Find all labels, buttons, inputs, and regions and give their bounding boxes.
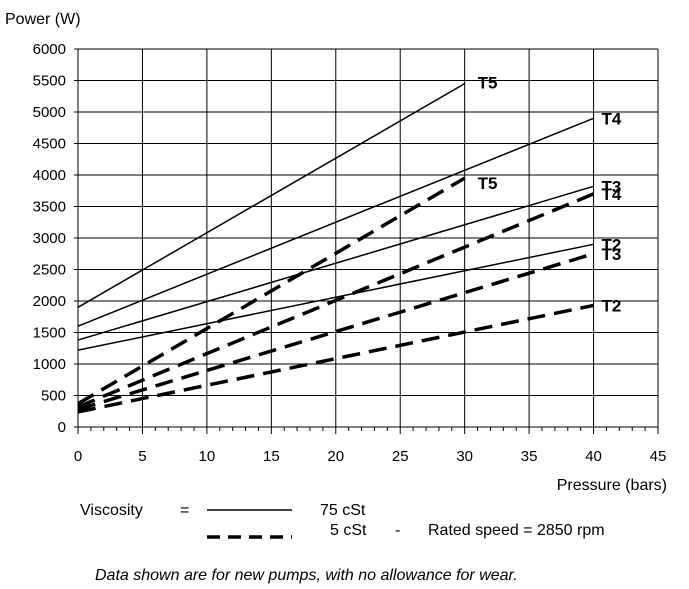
x-tick-label: 25	[392, 448, 409, 465]
legend-equals: =	[180, 502, 189, 519]
legend-solid-text: 75 cSt	[320, 502, 366, 519]
series-lines	[77, 83, 595, 414]
y-tick-label: 4000	[33, 167, 66, 184]
legend-viscosity-label: Viscosity	[80, 502, 143, 519]
x-tick-label: 15	[263, 448, 280, 465]
x-tick-label: 40	[585, 448, 602, 465]
x-tick-label: 5	[138, 448, 146, 465]
y-axis-title: Power (W)	[5, 11, 81, 28]
series-line-t3-5cst	[77, 252, 595, 412]
x-tick-label: 30	[456, 448, 473, 465]
x-tick-labels: 0 5 10 15 20 25 30 35 40 45	[74, 448, 667, 465]
series-line-t3-75cst	[77, 185, 594, 341]
series-label-t2-75cst: T2	[602, 235, 622, 254]
series-label-t5-5cst: T5	[478, 174, 498, 193]
x-tick-label: 20	[327, 448, 344, 465]
x-tick-label: 45	[650, 448, 667, 465]
series-line-t5-5cst	[77, 176, 466, 406]
series-label-t5-75cst: T5	[478, 74, 498, 93]
legend-separator: -	[395, 522, 400, 539]
x-tick-label: 10	[199, 448, 216, 465]
x-tick-label: 0	[74, 448, 82, 465]
legend: Viscosity = 75 cSt 5 cSt - Rated speed =…	[80, 502, 605, 539]
y-tick-label: 2000	[33, 293, 66, 310]
legend-dashed-text: 5 cSt	[330, 522, 367, 539]
series-line-t5-75cst	[77, 83, 466, 308]
grid	[74, 48, 659, 434]
y-tick-label: 1500	[33, 325, 66, 342]
y-tick-label: 0	[58, 419, 66, 436]
series-label-t2-5cst: T2	[602, 296, 622, 315]
series-line-t4-75cst	[77, 117, 594, 327]
footnote: Data shown are for new pumps, with no al…	[95, 567, 518, 584]
x-tick-label: 35	[521, 448, 538, 465]
y-tick-label: 5000	[33, 104, 66, 121]
series-line-t4-5cst	[77, 192, 595, 409]
series-line-t2-5cst	[77, 303, 594, 414]
y-tick-label: 6000	[33, 41, 66, 58]
y-tick-label: 5500	[33, 73, 66, 90]
series-line-t2-75cst	[77, 243, 594, 351]
x-axis-title: Pressure (bars)	[557, 477, 667, 494]
series-label-t3-75cst: T3	[602, 177, 622, 196]
y-tick-label: 3500	[33, 199, 66, 216]
series-label-t4-75cst: T4	[602, 109, 622, 128]
y-tick-label: 4500	[33, 136, 66, 153]
y-tick-labels: 0 500 1000 1500 2000 2500 3000 3500 4000 4500 5000…	[33, 41, 66, 436]
legend-rated-speed: Rated speed = 2850 rpm	[428, 522, 605, 539]
series-label-t3-5cst: T3	[602, 245, 622, 264]
series-label-t4-5cst: T4	[602, 185, 622, 204]
y-tick-label: 1000	[33, 356, 66, 373]
y-tick-label: 500	[41, 388, 66, 405]
y-tick-label: 3000	[33, 230, 66, 247]
y-tick-label: 2500	[33, 262, 66, 279]
